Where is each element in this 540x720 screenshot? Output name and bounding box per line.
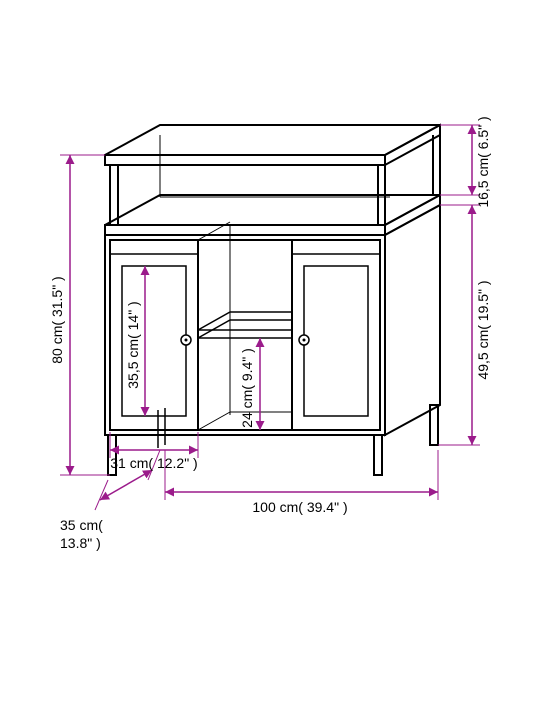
dim-lower-height-label: 49,5 cm( 19.5" ) bbox=[475, 280, 491, 379]
dim-door-inner-height-label: 35,5 cm( 14" ) bbox=[125, 301, 141, 388]
dim-height-total: 80 cm( 31.5" ) bbox=[49, 155, 110, 475]
dim-center-height-label: 24 cm( 9.4" ) bbox=[239, 348, 255, 428]
dim-center-height: 24 cm( 9.4" ) bbox=[239, 338, 260, 430]
dim-door-width: 31 cm( 12.2" ) bbox=[110, 432, 198, 471]
left-door bbox=[110, 240, 198, 430]
dim-lower-height: 49,5 cm( 19.5" ) bbox=[438, 205, 491, 445]
dim-door-inner-height: 35,5 cm( 14" ) bbox=[125, 266, 145, 416]
dim-depth-label-line2: 13.8" ) bbox=[60, 535, 101, 551]
dim-door-width-label: 31 cm( 12.2" ) bbox=[110, 455, 197, 471]
open-shelf-gap bbox=[110, 135, 440, 225]
right-door bbox=[292, 240, 380, 430]
dim-shelf-gap-label: 16,5 cm( 6.5" ) bbox=[475, 116, 491, 207]
dim-height-total-label: 80 cm( 31.5" ) bbox=[49, 276, 65, 363]
dim-width-total-label: 100 cm( 39.4" ) bbox=[252, 499, 347, 515]
cabinet-top bbox=[105, 125, 440, 165]
dim-shelf-gap: 16,5 cm( 6.5" ) bbox=[440, 116, 491, 207]
dim-depth-label-line1: 35 cm( bbox=[60, 517, 103, 533]
middle-shelf bbox=[105, 195, 440, 235]
dim-width-total: 100 cm( 39.4" ) bbox=[165, 450, 438, 515]
